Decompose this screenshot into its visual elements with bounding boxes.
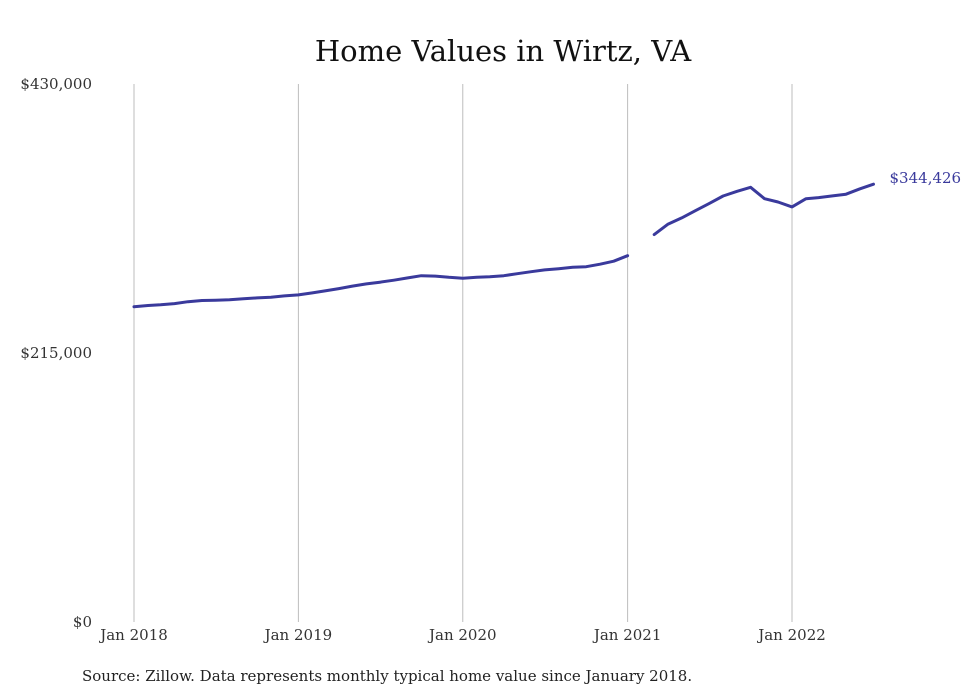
y-tick-label: $215,000 (20, 344, 92, 362)
end-value-label: $344,426 (890, 169, 962, 187)
series-line-segment (132, 254, 630, 309)
x-tick-label: Jan 2021 (592, 626, 662, 644)
x-tick-label: Jan 2020 (427, 626, 497, 644)
x-tick-label: Jan 2019 (263, 626, 333, 644)
chart-title: Home Values in Wirtz, VA (315, 34, 692, 68)
x-tick-labels: Jan 2018 Jan 2019 Jan 2020 Jan 2021 Jan 2022 (98, 626, 826, 644)
y-tick-label: $430,000 (20, 75, 92, 93)
source-note: Source: Zillow. Data represents monthly … (82, 667, 693, 685)
x-tick-label: Jan 2018 (98, 626, 168, 644)
x-tick-label: Jan 2022 (756, 626, 826, 644)
y-tick-label: $0 (73, 613, 92, 631)
y-tick-labels: $0 $215,000 $430,000 (20, 75, 92, 631)
x-gridlines (133, 84, 793, 622)
series-lines (132, 182, 875, 309)
series-line-segment (652, 182, 875, 237)
